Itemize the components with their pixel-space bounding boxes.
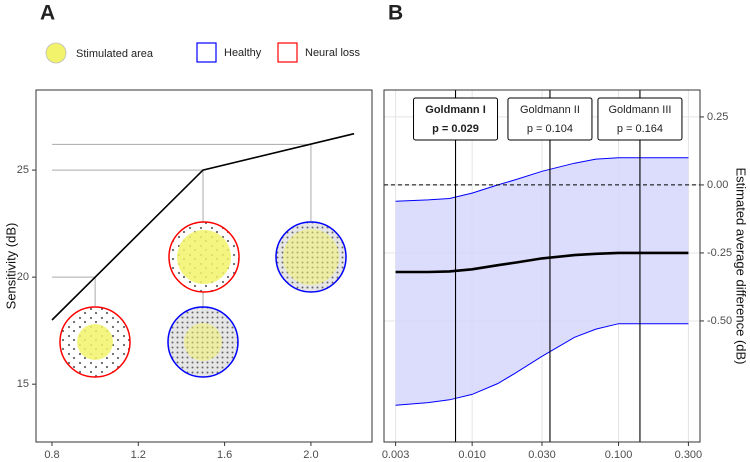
x-tick-label: 0.300 — [675, 449, 703, 461]
y-tick-label: 0.25 — [707, 111, 728, 123]
x-tick-label: 0.100 — [605, 449, 633, 461]
x-tick-label: 0.8 — [44, 449, 59, 461]
x-tick-label: 1.2 — [131, 449, 146, 461]
lower-bound — [395, 323, 689, 406]
upper-bound — [395, 157, 689, 202]
legend-swatch — [277, 42, 298, 63]
ribbon — [395, 157, 689, 406]
legend-label: Neural loss — [305, 47, 361, 59]
data-line — [51, 132, 355, 321]
annotation-title: Goldmann I — [425, 104, 486, 116]
legend-swatch — [196, 42, 217, 63]
x-tick-label: 0.010 — [458, 449, 486, 461]
y-tick-label: 0.00 — [707, 179, 728, 191]
stimulated-dots — [283, 229, 339, 285]
annotation-p: p = 0.029 — [432, 123, 479, 135]
annotation-box — [507, 97, 593, 141]
x-tick-label: 0.030 — [528, 449, 556, 461]
x-tick-label: 0.003 — [382, 449, 410, 461]
y-tick-label: -0.25 — [707, 247, 732, 259]
y-tick-label: -0.50 — [707, 315, 732, 327]
panel-label: A — [40, 2, 55, 25]
y-tick-label: 20 — [17, 271, 29, 283]
legend-label: Healthy — [224, 47, 262, 59]
x-tick-label: 2.0 — [303, 449, 318, 461]
mean-line — [395, 251, 689, 274]
annotation-box — [597, 97, 683, 141]
y-axis-title: Estimated average difference (dB) — [734, 167, 749, 364]
annotation-p: p = 0.104 — [527, 123, 573, 135]
y-axis-title: Sensitivity (dB) — [3, 223, 18, 310]
y-tick-label: 25 — [17, 164, 29, 176]
stimulated-area — [177, 230, 231, 284]
panel-label: B — [388, 2, 403, 25]
x-tick-label: 1.6 — [217, 449, 232, 461]
annotation-p: p = 0.164 — [617, 123, 663, 135]
stimulated-dots — [184, 323, 222, 361]
y-tick-label: 15 — [17, 378, 29, 390]
legend-label: Stimulated area — [76, 48, 154, 60]
legend-swatch — [45, 42, 67, 64]
stimulated-area — [77, 324, 113, 360]
annotation-title: Goldmann III — [608, 104, 671, 116]
plot-border — [35, 89, 373, 443]
plot-border — [383, 89, 701, 443]
annotation-box — [413, 97, 499, 141]
annotation-title: Goldmann II — [520, 104, 580, 116]
